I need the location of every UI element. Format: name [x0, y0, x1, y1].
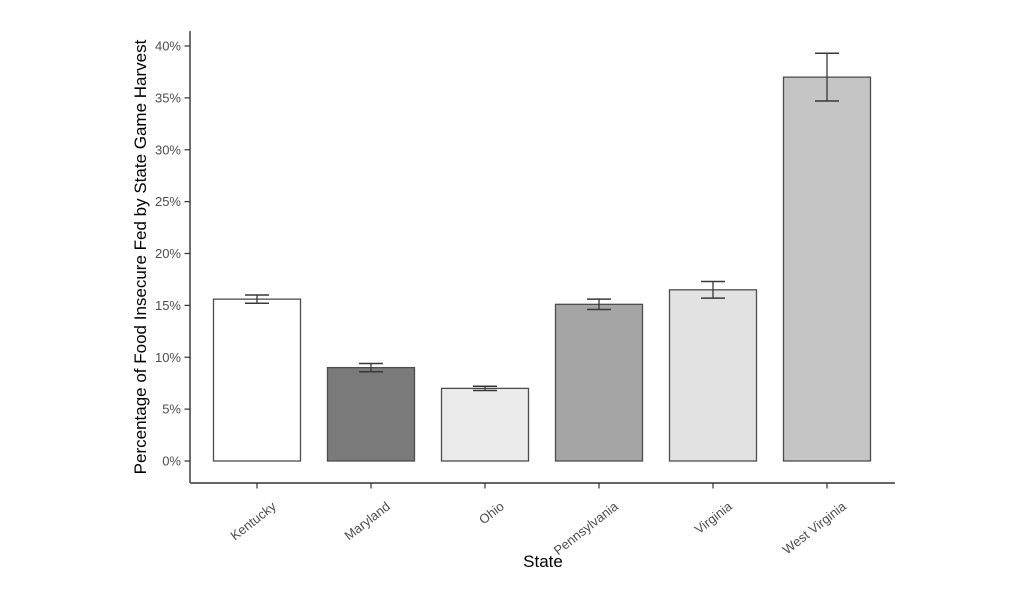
y-tick-label: 5% — [162, 402, 181, 417]
y-tick-label: 10% — [155, 350, 181, 365]
y-tick-label: 0% — [162, 454, 181, 469]
y-axis-title: Percentage of Food Insecure Fed by State… — [131, 39, 150, 474]
x-axis-title: State — [523, 552, 563, 571]
bar-west-virginia — [782, 76, 872, 462]
x-tick-label-west-virginia: West Virginia — [780, 498, 850, 557]
bar-virginia — [668, 289, 758, 462]
y-tick-label: 15% — [155, 298, 181, 313]
y-tick-label: 30% — [155, 142, 181, 157]
x-tick-label-pennsylvania: Pennsylvania — [551, 498, 622, 558]
x-tick-label-virginia: Virginia — [692, 498, 736, 537]
bar-ohio — [440, 387, 530, 462]
y-tick-label: 35% — [155, 90, 181, 105]
x-tick-label-maryland: Maryland — [341, 499, 392, 544]
x-tick-label-ohio: Ohio — [476, 499, 507, 528]
bar-pennsylvania — [554, 303, 644, 462]
y-tick-label: 20% — [155, 246, 181, 261]
x-tick-label-kentucky: Kentucky — [227, 498, 279, 543]
bar-maryland — [326, 366, 416, 462]
y-tick-label: 40% — [155, 39, 181, 54]
bar-kentucky — [212, 298, 302, 462]
y-tick-label: 25% — [155, 194, 181, 209]
